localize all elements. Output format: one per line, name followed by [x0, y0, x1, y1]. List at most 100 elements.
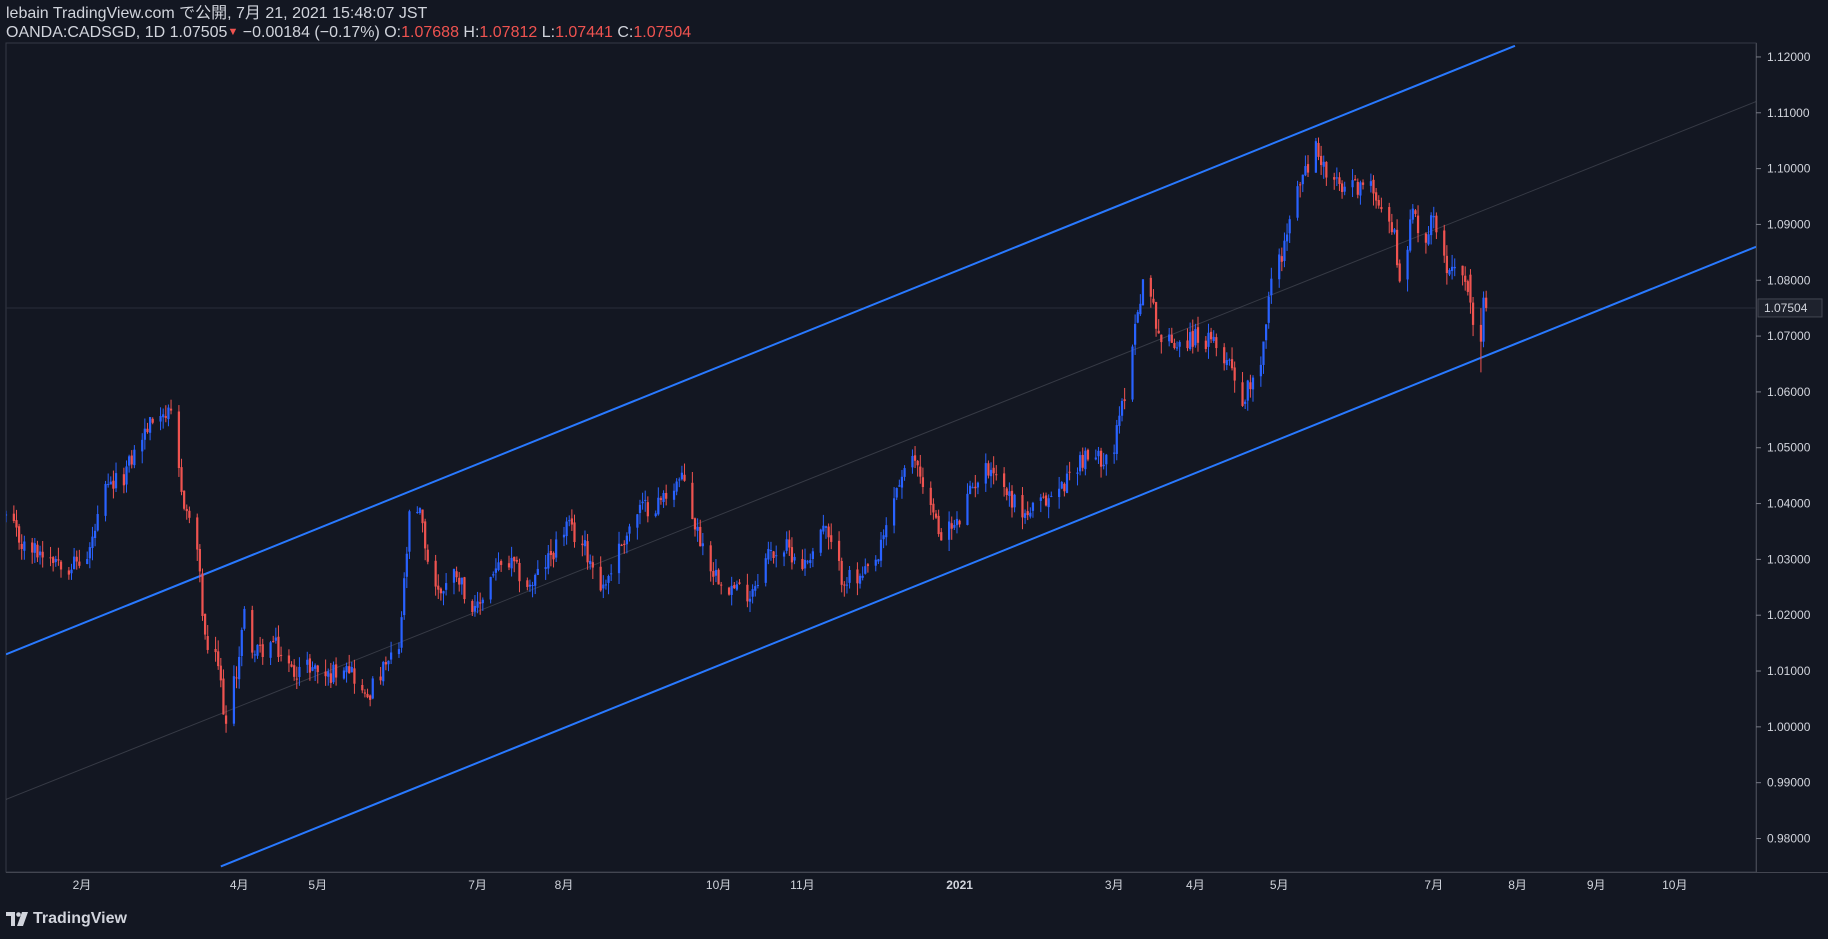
candle-up — [607, 574, 610, 595]
candle-down — [1424, 232, 1428, 254]
candle-body — [1280, 256, 1283, 262]
candle-body — [1021, 495, 1024, 518]
candle-body — [348, 666, 351, 674]
candle-body — [345, 666, 348, 673]
candle-body — [122, 474, 126, 486]
candle-down — [1154, 301, 1158, 337]
candle-body — [316, 665, 319, 673]
candle-body — [987, 463, 990, 476]
candle-body — [735, 584, 739, 590]
candle-body — [1120, 400, 1124, 416]
candle-body — [78, 561, 81, 566]
candle-body — [1380, 207, 1383, 210]
candle-up — [1078, 451, 1082, 476]
candle-up — [342, 667, 346, 680]
candle-down — [384, 656, 387, 671]
candle-down — [1230, 347, 1234, 371]
candle-up — [1432, 206, 1435, 229]
candle-body — [911, 455, 914, 468]
candle-up — [481, 597, 484, 611]
candle-body — [623, 543, 626, 545]
candle-body — [555, 539, 558, 558]
candle-body — [1354, 179, 1357, 181]
candle-up — [1094, 449, 1097, 461]
candle-body — [801, 558, 804, 570]
candle-up — [1369, 173, 1373, 193]
tradingview-logo[interactable]: TradingView — [6, 910, 127, 928]
candle-up — [568, 515, 571, 527]
candle-down — [272, 635, 275, 643]
candle-up — [528, 579, 532, 592]
candle-up — [1322, 155, 1325, 179]
plot-border — [5, 42, 1757, 873]
candle-body — [1113, 452, 1116, 454]
candle-down — [235, 666, 238, 689]
candle-down — [929, 481, 932, 516]
candle-body — [1086, 449, 1090, 460]
candle-down — [665, 484, 668, 506]
candle-body — [866, 564, 870, 567]
candle-body — [1136, 312, 1139, 323]
candle-up — [1031, 501, 1035, 518]
candle-body — [785, 539, 788, 551]
candle-down — [1372, 175, 1375, 206]
candle-up — [387, 660, 390, 672]
chart-frame — [5, 42, 1828, 873]
candle-body — [162, 414, 165, 418]
time-tick-label: 4月 — [1186, 878, 1205, 892]
candle-body — [1388, 207, 1391, 222]
candle-body — [782, 552, 786, 557]
channel-middle-line[interactable] — [6, 101, 1756, 800]
high-value: 1.07812 — [479, 24, 538, 41]
candle-up — [86, 551, 89, 565]
candle-up — [1136, 309, 1139, 324]
candle-up — [877, 558, 880, 565]
candle-body — [445, 583, 448, 590]
candle-up — [966, 483, 969, 526]
candle-up — [1264, 323, 1268, 349]
candle-body — [36, 544, 39, 558]
candle-down — [1280, 247, 1283, 272]
candle-down — [15, 509, 18, 537]
candle-body — [1097, 450, 1100, 457]
channel-upper-line[interactable] — [6, 44, 1516, 656]
candle-up — [1115, 419, 1118, 461]
time-axis[interactable]: 2月 4月 5月 7月 8月 10月 11月 2021 3月 4月 5月 7月 8月 9月 10月 — [73, 878, 1688, 892]
price-axis[interactable]: 0.98000 0.99000 1.00000 1.01000 1.02000 1.030… — [1756, 50, 1823, 846]
candle-body — [1377, 199, 1380, 206]
candle-body — [775, 555, 778, 557]
candle-down — [1464, 266, 1467, 291]
channel-lines[interactable] — [6, 44, 1756, 868]
candle-body — [452, 569, 456, 583]
candle-down — [919, 454, 922, 484]
candle-body — [500, 561, 503, 565]
candle-body — [1131, 346, 1134, 400]
candle-down — [913, 446, 917, 469]
candle-body — [1443, 230, 1446, 256]
candle-up — [143, 418, 146, 450]
candle-down — [843, 581, 846, 597]
channel-lower-line[interactable] — [220, 245, 1756, 868]
candle-up — [735, 580, 739, 591]
candle-body — [107, 484, 110, 486]
candle-body — [1482, 297, 1485, 342]
candle-body — [1023, 513, 1027, 518]
candle-up — [864, 558, 867, 575]
candle-up — [167, 404, 170, 427]
candle-up — [696, 518, 699, 542]
candle-down — [620, 543, 623, 547]
candle-up — [107, 473, 110, 488]
candle-down — [287, 649, 291, 673]
candle-body — [1212, 336, 1215, 341]
candle-body — [507, 563, 511, 568]
candle-body — [586, 541, 589, 563]
candle-up — [1411, 204, 1414, 224]
close-value: 1.07504 — [633, 24, 692, 41]
candle-up — [547, 544, 550, 575]
candle-up — [1335, 167, 1338, 187]
candle-body — [772, 551, 775, 559]
candle-up — [625, 532, 628, 554]
candle-body — [845, 584, 849, 586]
candle-up — [769, 541, 773, 561]
